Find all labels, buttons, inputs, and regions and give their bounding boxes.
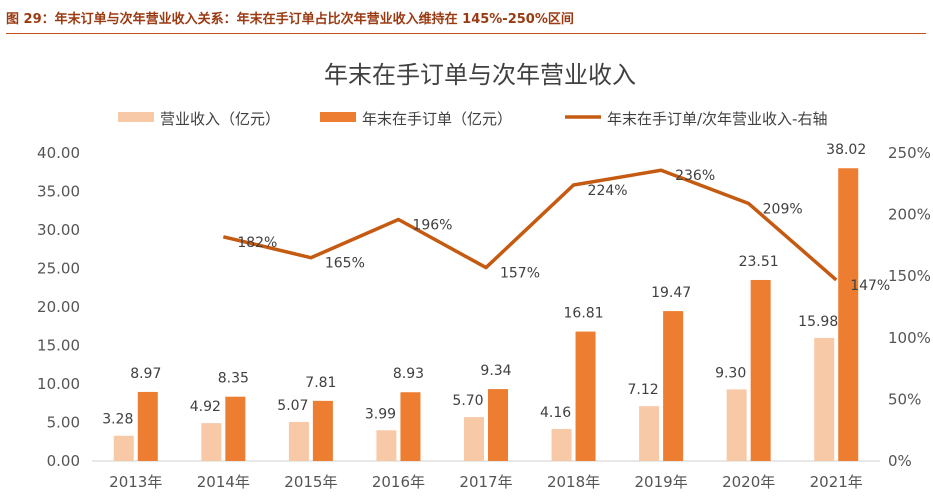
ratio-line-series <box>222 168 838 282</box>
left-tick-label: 35.00 <box>37 183 80 201</box>
left-tick-label: 30.00 <box>37 221 80 239</box>
ratio-data-label: 147% <box>850 278 890 294</box>
legend: 营业收入（亿元） 年末在手订单（亿元） 年末在手订单/次年营业收入-右轴 <box>118 110 827 128</box>
chart-title: 年末在手订单与次年营业收入 <box>324 61 636 89</box>
revenue-data-label: 4.92 <box>190 399 221 415</box>
legend-label-ratio: 年末在手订单/次年营业收入-右轴 <box>607 110 827 128</box>
left-tick-label: 25.00 <box>37 260 80 278</box>
left-tick-label: 40.00 <box>37 144 80 162</box>
category-label: 2021年 <box>810 473 863 491</box>
revenue-data-label: 7.12 <box>628 382 659 398</box>
left-tick-label: 15.00 <box>37 337 80 355</box>
orders-data-label: 19.47 <box>651 285 691 301</box>
orders-data-label: 23.51 <box>739 254 779 270</box>
category-label: 2015年 <box>284 473 337 491</box>
right-axis: 0% 50% 100% 150% 200% 250% <box>888 144 931 470</box>
ratio-data-label: 165% <box>325 256 365 272</box>
orders-data-label: 16.81 <box>564 306 604 322</box>
bar-series <box>113 168 859 461</box>
orders-bar <box>488 389 508 461</box>
left-tick-label: 10.00 <box>37 375 80 393</box>
revenue-data-label: 5.07 <box>277 398 308 414</box>
orders-bar <box>137 391 158 461</box>
left-axis: 0.00 5.00 10.00 15.00 20.00 25.00 30.00 35.00 40… <box>37 144 80 470</box>
legend-label-revenue: 营业收入（亿元） <box>160 110 280 128</box>
left-tick-label: 5.00 <box>47 414 80 432</box>
right-tick-label: 250% <box>888 144 931 162</box>
revenue-bar <box>201 423 222 461</box>
legend-swatch-orders <box>320 112 356 122</box>
right-tick-label: 50% <box>888 390 921 408</box>
orders-bar <box>750 279 771 461</box>
category-label: 2016年 <box>372 473 425 491</box>
caption-divider <box>6 33 926 34</box>
right-tick-label: 200% <box>888 206 931 224</box>
left-tick-label: 20.00 <box>37 298 80 316</box>
orders-data-label: 38.02 <box>826 142 866 158</box>
category-label: 2014年 <box>197 473 250 491</box>
revenue-data-label: 9.30 <box>715 365 746 381</box>
ratio-data-label: 236% <box>675 168 715 184</box>
revenue-bar <box>639 406 660 461</box>
ratio-data-label: 182% <box>237 235 277 251</box>
right-tick-label: 0% <box>888 452 912 470</box>
category-label: 2013年 <box>109 473 162 491</box>
orders-data-label: 7.81 <box>305 375 336 391</box>
right-tick-label: 100% <box>888 329 931 347</box>
revenue-bar <box>113 435 134 461</box>
orders-data-label: 8.93 <box>393 366 424 382</box>
ratio-data-label: 196% <box>412 218 452 234</box>
revenue-bar <box>814 337 835 461</box>
revenue-bar <box>551 428 572 461</box>
legend-swatch-revenue <box>118 112 154 122</box>
right-tick-label: 150% <box>888 267 931 285</box>
orders-bar <box>400 392 421 461</box>
ratio-line <box>222 168 838 282</box>
orders-data-label: 8.35 <box>218 371 249 387</box>
category-label: 2020年 <box>722 473 775 491</box>
category-label: 2019年 <box>635 473 688 491</box>
category-label: 2018年 <box>547 473 600 491</box>
revenue-data-label: 4.16 <box>540 405 571 421</box>
orders-bar <box>663 311 684 461</box>
orders-data-label: 9.34 <box>480 363 511 379</box>
revenue-bar <box>464 417 484 461</box>
revenue-data-label: 3.28 <box>102 412 133 428</box>
revenue-bar <box>726 389 747 461</box>
orders-data-label: 8.97 <box>130 366 161 382</box>
figure-caption: 图 29：年末订单与次年营业收入关系：年末在手订单占比次年营业收入维持在 145… <box>6 12 574 27</box>
orders-bar <box>838 168 859 461</box>
data-labels: 3.28 8.97 4.92 8.35 5.07 7.81 3.99 8.93 5.70 9.34… <box>102 142 890 427</box>
revenue-data-label: 15.98 <box>798 314 838 330</box>
orders-bar <box>225 396 246 461</box>
category-axis: 2013年 2014年 2015年 2016年 2017年 2018年 2019年 2020年… <box>109 473 863 491</box>
ratio-data-label: 157% <box>500 266 540 282</box>
ratio-data-label: 209% <box>763 202 803 218</box>
revenue-data-label: 5.70 <box>452 393 483 409</box>
ratio-data-label: 224% <box>588 183 628 199</box>
revenue-bar <box>288 421 309 461</box>
revenue-bar <box>376 430 397 461</box>
orders-bar <box>312 400 333 461</box>
left-tick-label: 0.00 <box>47 452 80 470</box>
orders-bar <box>575 331 596 461</box>
legend-label-orders: 年末在手订单（亿元） <box>362 110 512 128</box>
category-label: 2017年 <box>459 473 512 491</box>
revenue-data-label: 3.99 <box>365 406 396 422</box>
